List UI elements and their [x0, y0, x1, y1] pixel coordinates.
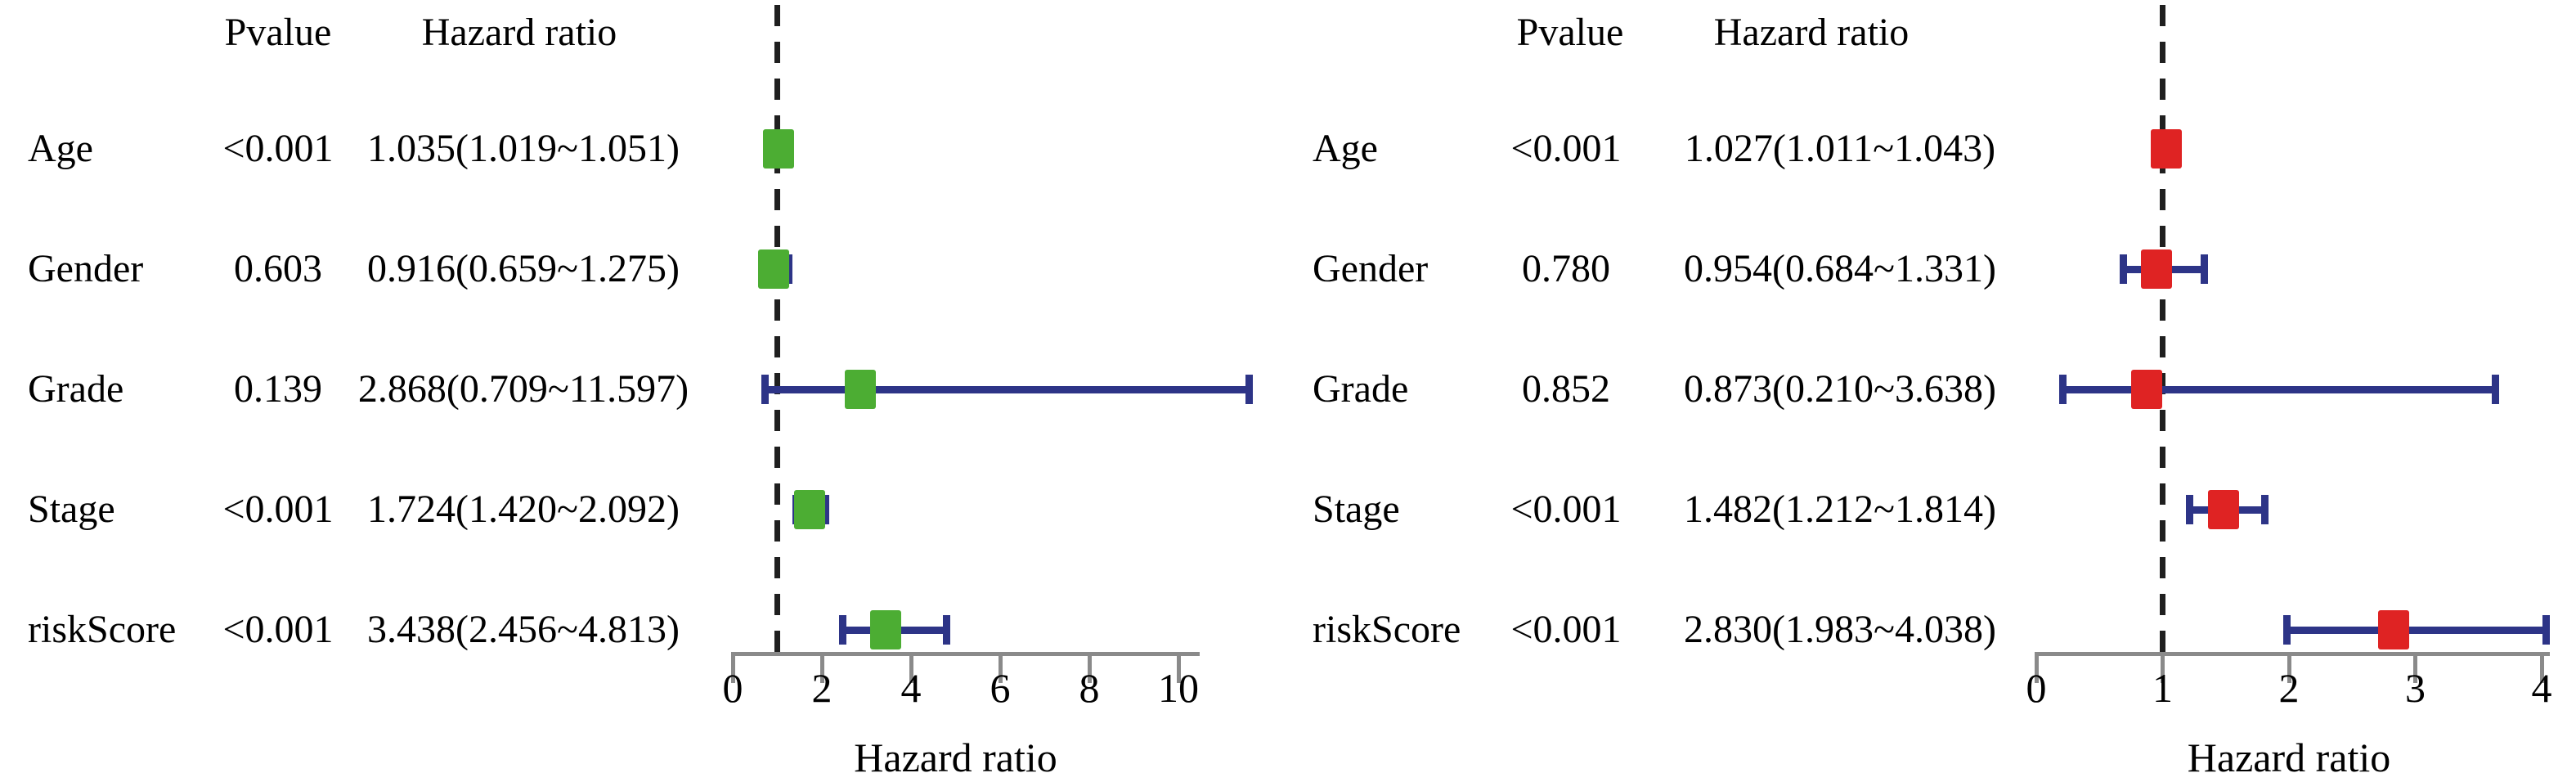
hr-marker — [2130, 370, 2162, 409]
row-label: Age — [1313, 126, 1378, 170]
axis-tick-label: 8 — [1079, 665, 1100, 711]
axis-tick-label: 4 — [900, 665, 922, 711]
axis-tick-label: 6 — [990, 665, 1011, 711]
hr-marker — [2378, 610, 2410, 649]
hr-marker — [763, 129, 795, 169]
row-label: Stage — [1313, 487, 1400, 531]
ci-cap-high — [2261, 495, 2269, 524]
reference-line — [2160, 5, 2165, 658]
axis-tick — [1087, 652, 1092, 683]
ci-cap-low — [2119, 254, 2127, 284]
x-axis-line — [733, 652, 1200, 656]
pvalue-column-header: Pvalue — [1516, 10, 1624, 54]
hr-marker — [757, 249, 789, 289]
axis-tick — [2034, 652, 2039, 683]
ci-cap-low — [761, 375, 769, 404]
ci-cap-high — [2542, 615, 2550, 645]
row-hr-text: 2.868(0.709~11.597) — [357, 366, 689, 411]
axis-tick-label: 2 — [2278, 665, 2300, 711]
axis-tick — [1176, 652, 1181, 683]
row-label: Grade — [1313, 366, 1409, 411]
axis-tick — [730, 652, 735, 683]
axis-tick-label: 1 — [2152, 665, 2173, 711]
hr-marker — [845, 370, 877, 409]
ci-bar — [2062, 386, 2497, 393]
axis-tick — [819, 652, 824, 683]
row-pvalue: 0.139 — [234, 366, 322, 411]
hr-marker — [2150, 129, 2182, 169]
ci-cap-high — [822, 495, 829, 524]
forest-plot-panel-left: Pvalue Hazard ratio 0 2 4 6 8 10 Age <0.001 1.03… — [28, 5, 1254, 780]
row-hr-text: 2.830(1.983~4.038) — [1684, 607, 1996, 651]
axis-tick — [2161, 652, 2165, 683]
axis-tick-label: 10 — [1158, 665, 1199, 711]
row-hr-text: 0.873(0.210~3.638) — [1684, 366, 1996, 411]
ci-cap-high — [1245, 375, 1254, 404]
row-label: riskScore — [28, 607, 177, 651]
x-axis-title: Hazard ratio — [2187, 735, 2391, 780]
row-pvalue: <0.001 — [222, 126, 334, 170]
row-pvalue: 0.780 — [1522, 246, 1610, 290]
ci-cap-low — [838, 615, 846, 645]
x-axis-line — [2036, 652, 2550, 656]
reference-line — [774, 5, 780, 658]
ci-bar — [2287, 627, 2547, 634]
row-hr-text: 1.482(1.212~1.814) — [1684, 487, 1996, 531]
row-hr-text: 0.916(0.659~1.275) — [367, 246, 680, 290]
row-label: Age — [28, 126, 93, 170]
axis-tick-label: 0 — [2026, 665, 2047, 711]
ci-bar — [764, 386, 1250, 393]
row-pvalue: <0.001 — [222, 487, 334, 531]
row-pvalue: 0.852 — [1522, 366, 1610, 411]
ci-cap-high — [943, 615, 951, 645]
row-hr-text: 0.954(0.684~1.331) — [1684, 246, 1996, 290]
hr-marker — [793, 490, 825, 529]
hr-marker — [2141, 249, 2173, 289]
axis-tick-label: 2 — [811, 665, 832, 711]
row-hr-text: 3.438(2.456~4.813) — [367, 607, 680, 651]
row-label: Stage — [28, 487, 115, 531]
axis-tick — [2539, 652, 2544, 683]
axis-tick-label: 4 — [2531, 665, 2552, 711]
ci-cap-low — [2059, 375, 2067, 404]
hr-marker — [870, 610, 902, 649]
row-label: Grade — [28, 366, 124, 411]
forest-plot-panel-right: Pvalue Hazard ratio 0 1 2 3 4 Age <0.001 1.027(… — [1288, 0, 2576, 782]
ci-cap-high — [785, 254, 793, 284]
row-hr-text: 1.035(1.019~1.051) — [367, 126, 680, 170]
axis-tick-label: 3 — [2405, 665, 2426, 711]
row-label: Gender — [28, 246, 144, 290]
hazard-ratio-column-header: Hazard ratio — [421, 10, 617, 54]
axis-tick — [2413, 652, 2417, 683]
ci-cap-high — [2200, 254, 2208, 284]
row-pvalue: <0.001 — [1510, 607, 1622, 651]
hazard-ratio-column-header: Hazard ratio — [1713, 10, 1910, 54]
row-hr-text: 1.724(1.420~2.092) — [367, 487, 680, 531]
row-pvalue: <0.001 — [1510, 487, 1622, 531]
pvalue-column-header: Pvalue — [224, 10, 332, 54]
axis-tick-label: 0 — [722, 665, 743, 711]
row-pvalue: <0.001 — [1510, 126, 1622, 170]
row-label: riskScore — [1313, 607, 1461, 651]
ci-cap-high — [2492, 375, 2500, 404]
ci-cap-low — [2283, 615, 2291, 645]
axis-tick — [2287, 652, 2291, 683]
row-pvalue: 0.603 — [234, 246, 322, 290]
axis-tick — [909, 652, 913, 683]
row-hr-text: 1.027(1.011~1.043) — [1684, 126, 1996, 170]
row-label: Gender — [1313, 246, 1429, 290]
ci-cap-low — [2186, 495, 2194, 524]
axis-tick — [998, 652, 1003, 683]
row-pvalue: <0.001 — [222, 607, 334, 651]
hr-marker — [2207, 490, 2239, 529]
x-axis-title: Hazard ratio — [854, 735, 1057, 780]
